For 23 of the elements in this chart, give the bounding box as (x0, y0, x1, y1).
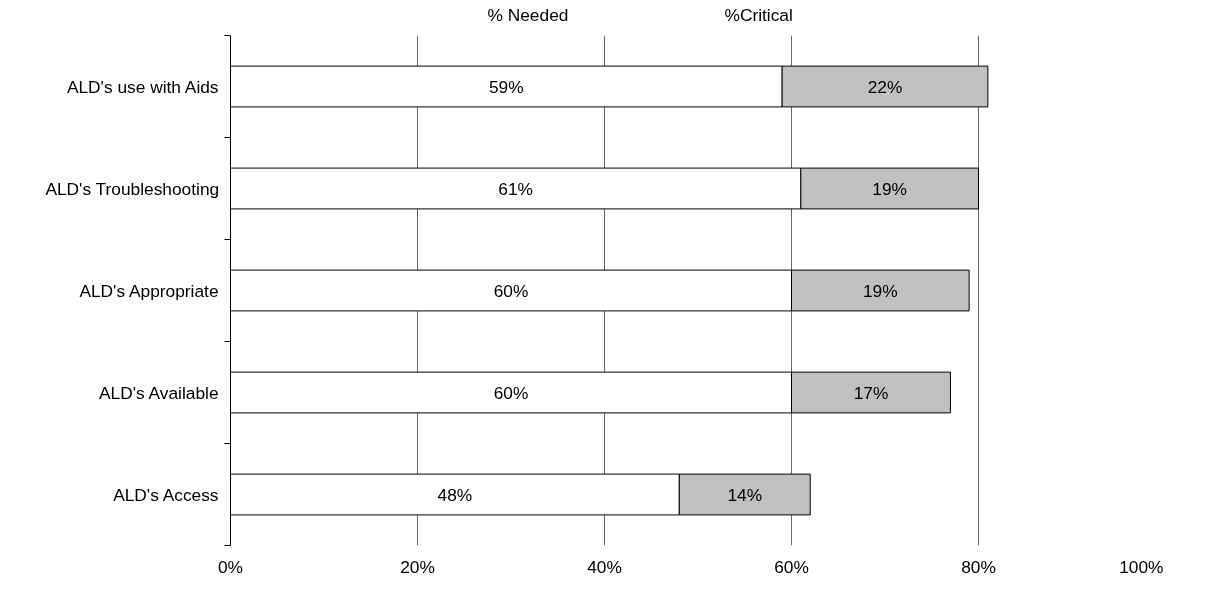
text: % Needed (487, 4, 570, 26)
data-label: 19% (872, 178, 908, 199)
data-label: 59% (488, 76, 524, 97)
x-tick-label: 100% (1119, 556, 1164, 577)
x-tick-label: 60% (774, 556, 809, 577)
data-label: 60% (493, 382, 529, 403)
data-label: 14% (727, 484, 763, 505)
data-label: 60% (493, 280, 529, 301)
y-tick-label: ALD's Available (99, 382, 219, 403)
data-label: 61% (498, 178, 534, 199)
x-tick-label: 0% (217, 556, 244, 577)
x-tick-label: 80% (961, 556, 996, 577)
y-tick-label: ALD's Appropriate (79, 280, 219, 301)
x-tick-label: 20% (400, 556, 435, 577)
y-tick-label: ALD's Troubleshooting (45, 178, 220, 199)
data-label: 17% (853, 382, 889, 403)
data-label: 48% (437, 484, 473, 505)
y-tick-label: ALD's Access (113, 484, 219, 505)
y-tick-label: ALD's use with Aids (66, 76, 219, 97)
text: %Critical (724, 4, 794, 26)
x-tick-label: 40% (587, 556, 622, 577)
data-label: 22% (867, 76, 903, 97)
data-label: 19% (862, 280, 898, 301)
